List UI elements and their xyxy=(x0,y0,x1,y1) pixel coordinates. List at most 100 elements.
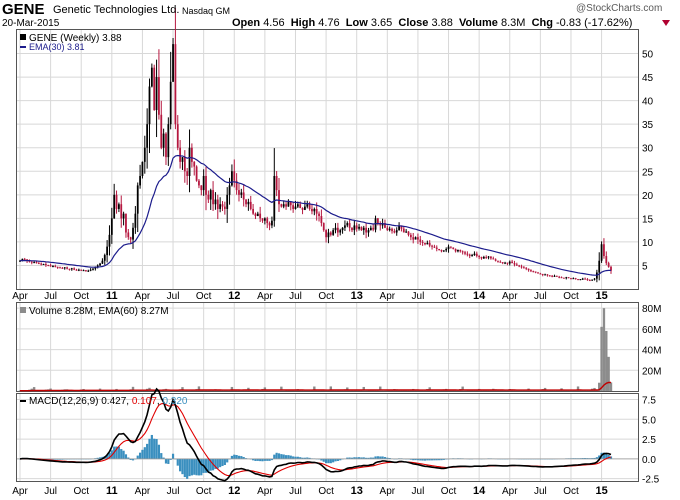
volume-series-label: Volume 8.28M, EMA(60) 8.27M xyxy=(29,306,169,317)
price-candle-body xyxy=(125,213,127,233)
price-candle-body xyxy=(532,271,535,273)
volume-ema-line xyxy=(20,381,611,392)
macd-histogram-bar xyxy=(153,438,156,459)
price-candle-body xyxy=(508,261,511,264)
price-tick-label: 10 xyxy=(642,238,654,249)
price-candle-body xyxy=(146,124,149,148)
price-candle-body xyxy=(605,256,608,264)
volume-bar xyxy=(331,390,335,391)
chart-date: 20-Mar-2015 xyxy=(2,18,60,29)
macd-histogram-bar xyxy=(409,458,412,460)
macd-histogram-bar xyxy=(56,458,59,460)
price-candle-body xyxy=(334,227,337,231)
x-tick-label-top: Apr xyxy=(380,291,396,302)
price-candle-body xyxy=(108,234,111,247)
price-candle-body xyxy=(200,185,203,191)
x-tick-label-bottom: Apr xyxy=(135,486,151,497)
x-tick-label-top: 15 xyxy=(595,290,607,302)
macd-histogram-bar xyxy=(54,458,57,460)
price-candle-body xyxy=(82,270,85,272)
price-candle-body xyxy=(346,223,349,226)
volume-bar xyxy=(284,390,288,391)
macd-histogram-bar xyxy=(96,457,99,459)
macd-histogram-bar xyxy=(108,452,111,459)
macd-histogram-bar xyxy=(353,457,356,459)
volume-bar xyxy=(32,387,36,391)
price-candle-body xyxy=(167,124,170,158)
price-candle-body xyxy=(195,166,198,181)
price-tick-label: 50 xyxy=(642,50,654,61)
volume-bar xyxy=(131,386,135,391)
price-candle-body xyxy=(581,278,584,280)
price-candle-body xyxy=(176,124,179,148)
macd-histogram-bar xyxy=(292,456,295,459)
volume-tick-label: 80M xyxy=(642,304,661,315)
price-candle-body xyxy=(311,208,313,212)
macd-histogram-bar xyxy=(386,457,389,459)
price-series-label: GENE (Weekly) 3.88 xyxy=(29,33,122,44)
macd-histogram-bar xyxy=(438,458,441,461)
price-candle-body xyxy=(574,278,577,280)
price-candle-body xyxy=(42,264,45,266)
price-candle-body xyxy=(235,180,238,191)
price-candle-body xyxy=(464,252,466,254)
macd-histogram-bar xyxy=(122,450,125,459)
macd-histogram-bar xyxy=(412,458,415,461)
high-label: High xyxy=(290,17,316,29)
price-candle-body xyxy=(433,246,436,248)
price-candle-body xyxy=(551,275,554,277)
macd-histogram-bar xyxy=(237,455,241,459)
price-tick-label: 15 xyxy=(642,214,654,225)
macd-lines xyxy=(17,387,638,482)
volume-tick-label: 20M xyxy=(642,366,661,377)
price-candle-body xyxy=(153,67,156,111)
volume-bar xyxy=(428,387,431,391)
macd-histogram-bar xyxy=(235,455,238,459)
ticker-symbol: GENE xyxy=(2,1,45,18)
volume-bar xyxy=(600,326,603,391)
price-candle-body xyxy=(59,267,61,269)
price-candle-body xyxy=(584,278,586,280)
volume-label: Volume xyxy=(458,17,498,29)
price-candle-body xyxy=(89,269,92,271)
macd-histogram-bar xyxy=(381,456,384,459)
macd-histogram-bar xyxy=(287,455,290,459)
volume-bar xyxy=(466,390,469,391)
macd-histogram-bar xyxy=(51,458,55,460)
macd-histogram-bar xyxy=(179,458,182,472)
macd-histogram-bar xyxy=(186,458,189,479)
price-candle-body xyxy=(537,272,539,274)
price-candle-body xyxy=(268,223,271,226)
volume-ema-name: EMA(60) 8.27M xyxy=(99,306,169,317)
price-candle-body xyxy=(560,277,563,279)
price-candle-body xyxy=(256,213,259,217)
price-candle-body xyxy=(181,157,184,162)
price-legend-swatch xyxy=(20,34,26,40)
macd-histogram-bar xyxy=(355,457,358,459)
price-candle-body xyxy=(127,232,130,238)
x-tick-label-bottom: Apr xyxy=(257,486,273,497)
macd-histogram-bar xyxy=(435,458,438,461)
macd-histogram-bar xyxy=(263,458,266,461)
price-candle-body xyxy=(499,261,502,263)
price-legend: GENE (Weekly) 3.88 EMA(30) 3.81 xyxy=(20,33,122,52)
low-value: 3.65 xyxy=(370,17,393,29)
x-tick-label-bottom: Oct xyxy=(318,486,334,497)
price-tick-label: 45 xyxy=(642,73,654,84)
price-tick-label: 40 xyxy=(642,97,654,108)
price-candle-body xyxy=(541,273,544,275)
macd-histogram-bar xyxy=(605,453,608,459)
price-candle-body xyxy=(54,265,57,267)
price-candle-body xyxy=(66,267,68,269)
volume-bar xyxy=(197,386,201,391)
price-candle-body xyxy=(132,227,134,240)
price-candle-body xyxy=(313,208,316,212)
volume-bar xyxy=(230,386,234,391)
price-candle-body xyxy=(478,256,481,258)
price-candle-body xyxy=(33,262,36,264)
price-candle-body xyxy=(522,267,525,269)
x-tick-label-top: Oct xyxy=(73,291,89,302)
macd-histogram-bar xyxy=(254,458,257,461)
macd-histogram-bar xyxy=(252,458,255,461)
price-candle-body xyxy=(245,199,247,205)
